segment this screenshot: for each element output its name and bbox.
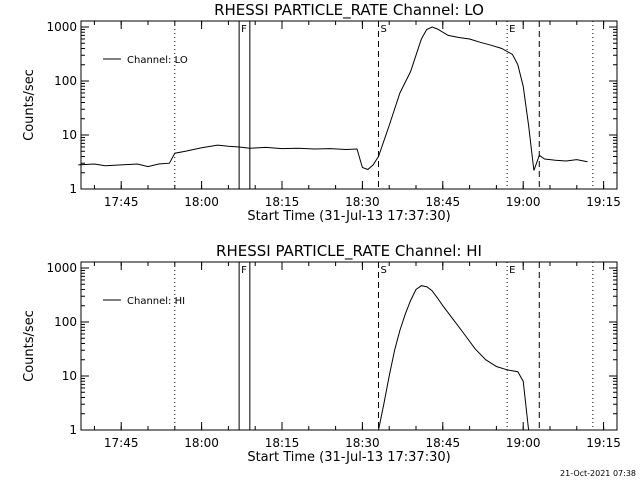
y-tick-label: 100 xyxy=(54,74,77,88)
annotation-s: S xyxy=(380,24,386,35)
plot-frame xyxy=(80,20,618,190)
data-line xyxy=(78,26,588,171)
legend-label: Channel: HI xyxy=(127,296,185,307)
annotation-f: F xyxy=(241,24,247,35)
x-axis-label: Start Time (31-Jul-13 17:37:30) xyxy=(247,450,450,465)
data-line xyxy=(378,285,530,431)
x-tick-label: 18:30 xyxy=(345,436,380,450)
x-tick-label: 19:00 xyxy=(506,436,541,450)
annotation-e: E xyxy=(509,24,515,35)
timestamp-label: 21-Oct-2021 07:38 xyxy=(560,469,636,478)
annotation-f: F xyxy=(241,265,247,276)
y-tick-label: 1 xyxy=(69,423,77,437)
x-tick-label: 17:45 xyxy=(104,436,139,450)
x-tick-label: 17:45 xyxy=(104,195,139,209)
x-tick-label: 18:45 xyxy=(426,436,461,450)
chart-lo: RHESSI PARTICLE_RATE Channel: LO 1 10 100 10… xyxy=(22,1,621,224)
plot-frame xyxy=(80,261,618,431)
x-tick-label: 18:15 xyxy=(265,436,300,450)
y-axis-label: Counts/sec xyxy=(22,69,37,141)
y-tick-label: 100 xyxy=(54,315,77,329)
y-tick-label: 1000 xyxy=(46,261,77,275)
chart-hi: RHESSI PARTICLE_RATE Channel: HI 1 10 100 10… xyxy=(22,242,621,465)
x-tick-label: 19:15 xyxy=(586,195,621,209)
y-tick-label: 10 xyxy=(62,369,77,383)
x-tick-label: 18:30 xyxy=(345,195,380,209)
annotation-s: S xyxy=(380,265,386,276)
y-axis-label: Counts/sec xyxy=(22,310,37,382)
y-tick-label: 1000 xyxy=(46,20,77,34)
chart-title: RHESSI PARTICLE_RATE Channel: HI xyxy=(216,242,482,261)
x-tick-label: 18:15 xyxy=(265,195,300,209)
chart-title: RHESSI PARTICLE_RATE Channel: LO xyxy=(214,1,484,20)
x-tick-label: 19:15 xyxy=(586,436,621,450)
annotation-e: E xyxy=(509,265,515,276)
legend-label: Channel: LO xyxy=(127,55,188,66)
x-tick-label: 19:00 xyxy=(506,195,541,209)
x-axis-label: Start Time (31-Jul-13 17:37:30) xyxy=(247,209,450,224)
y-tick-label: 1 xyxy=(69,182,77,196)
x-tick-label: 18:00 xyxy=(184,195,219,209)
x-tick-label: 18:45 xyxy=(426,195,461,209)
x-tick-label: 18:00 xyxy=(184,436,219,450)
y-tick-label: 10 xyxy=(62,128,77,142)
